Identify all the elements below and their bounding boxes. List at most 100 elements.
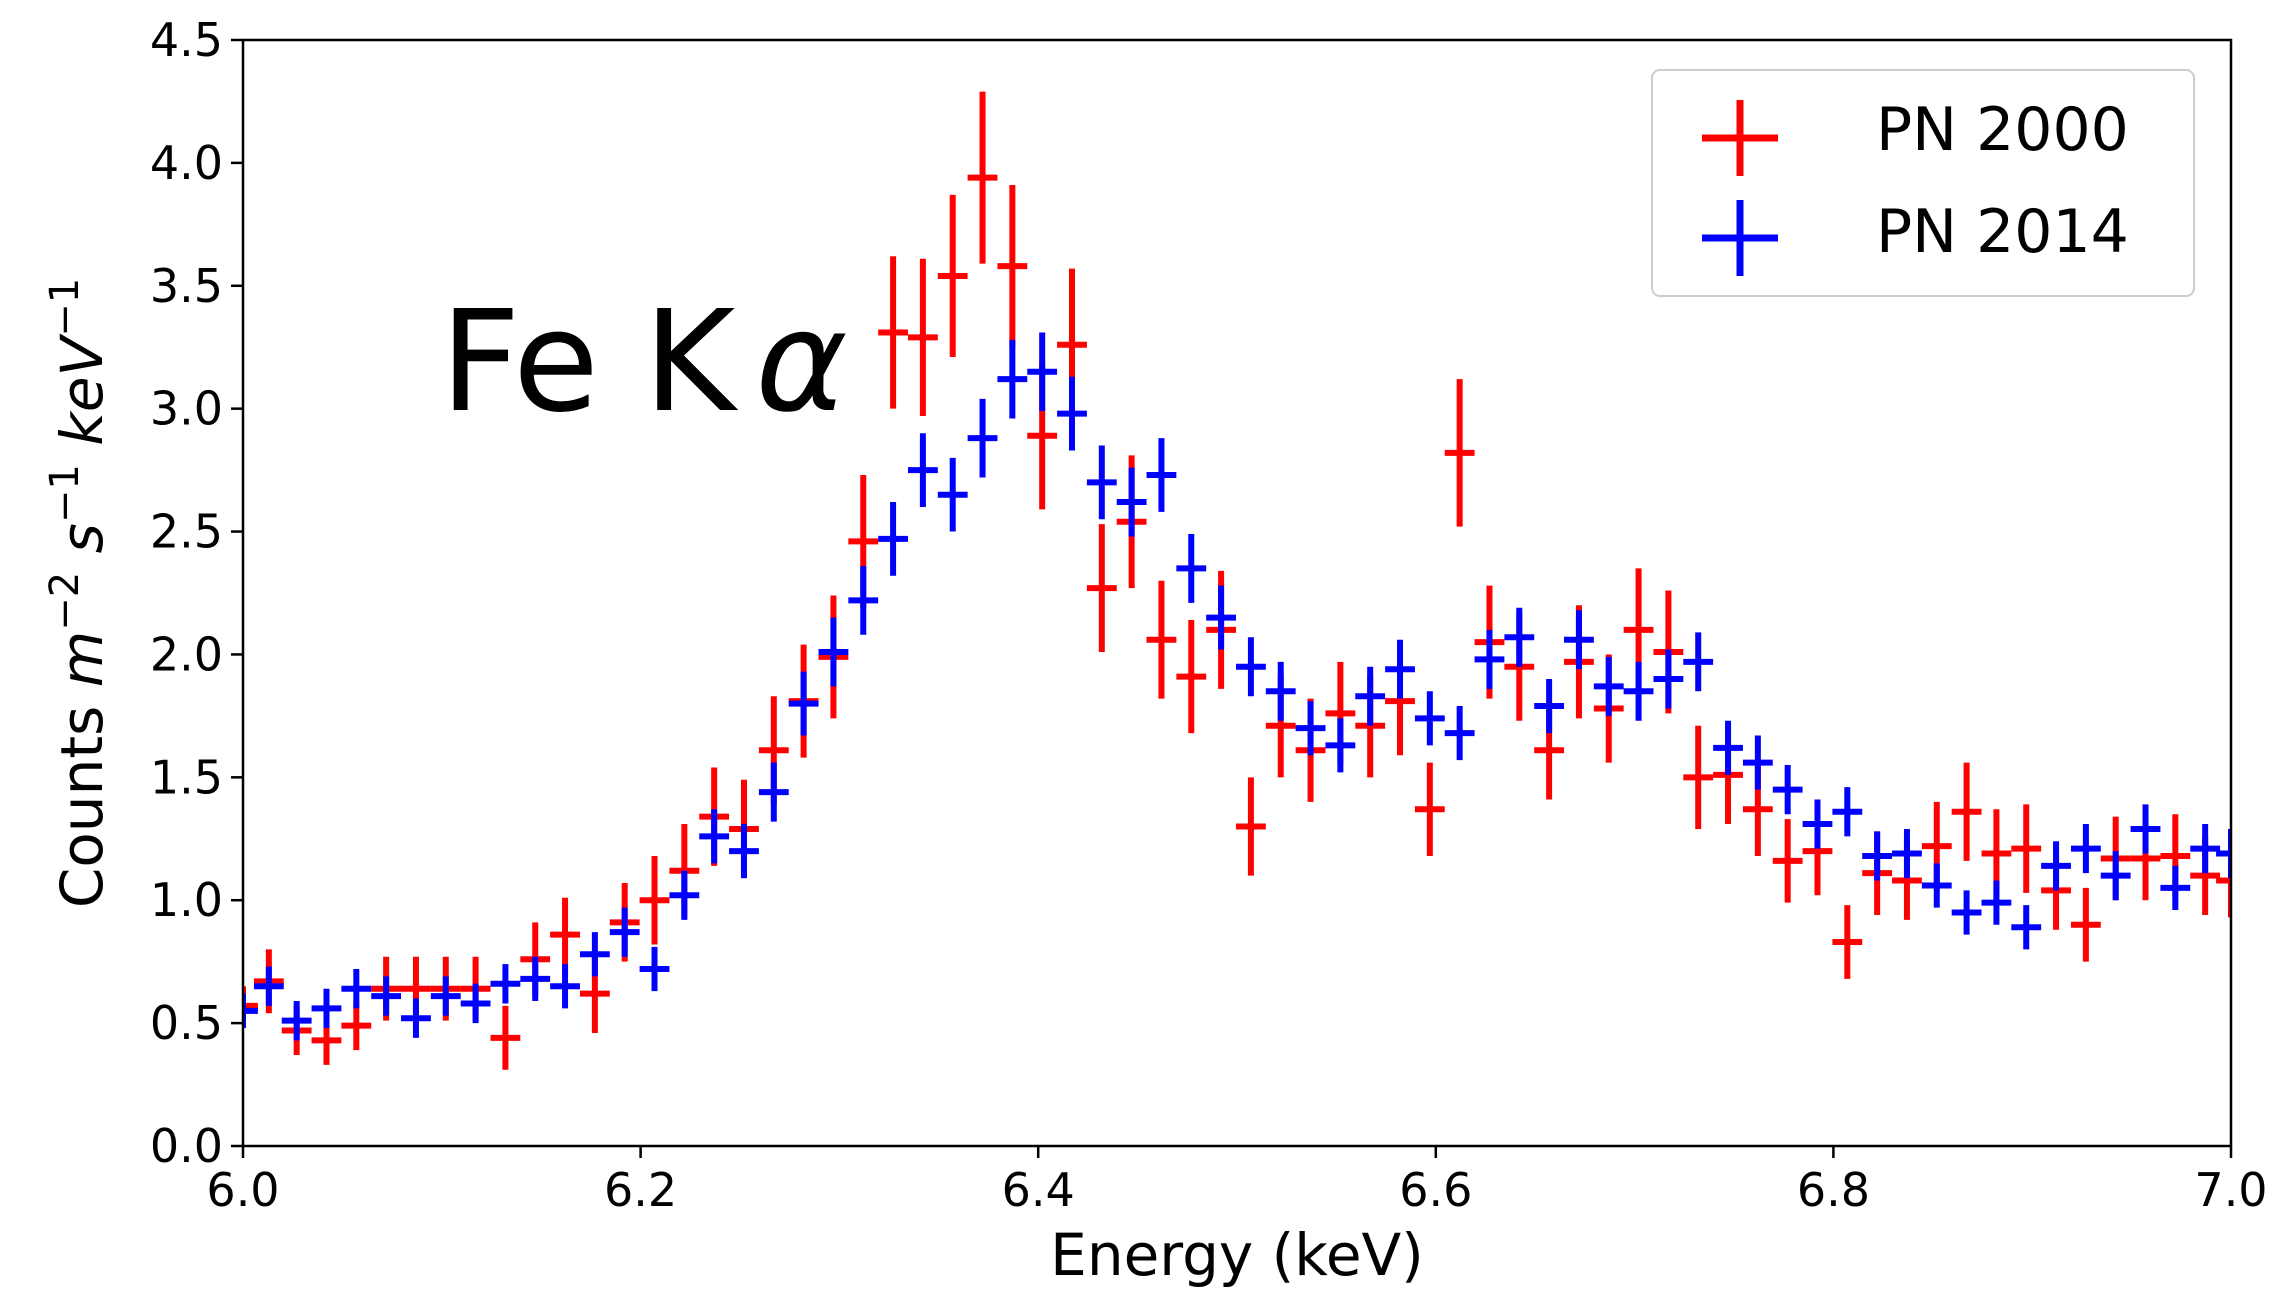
data-point bbox=[937, 194, 968, 358]
data-point bbox=[907, 433, 938, 507]
data-point bbox=[1206, 585, 1237, 650]
data-point bbox=[1623, 661, 1654, 721]
data-point bbox=[1444, 706, 1475, 761]
data-point bbox=[2011, 804, 2042, 893]
x-tick-label: 6.2 bbox=[604, 1163, 677, 1217]
data-point bbox=[401, 998, 431, 1038]
x-tick-label: 7.0 bbox=[2194, 1163, 2267, 1217]
data-point bbox=[848, 565, 879, 635]
x-axis: 6.0 6.2 6.4 6.6 6.8 7.0 bbox=[206, 1146, 2268, 1217]
data-point bbox=[1802, 799, 1833, 849]
y-tick-label: 3.0 bbox=[150, 382, 223, 436]
data-point bbox=[2070, 824, 2101, 874]
data-point bbox=[818, 617, 849, 687]
data-point bbox=[2216, 828, 2231, 879]
y-tick-label: 4.5 bbox=[150, 13, 223, 67]
data-point bbox=[1862, 831, 1893, 881]
data-point bbox=[281, 1000, 312, 1041]
data-point bbox=[1713, 720, 1743, 775]
data-point bbox=[1653, 649, 1684, 709]
data-point bbox=[490, 1005, 521, 1070]
data-point bbox=[1325, 718, 1356, 773]
data-point bbox=[1534, 679, 1565, 734]
data-point bbox=[2130, 804, 2161, 854]
data-point bbox=[1683, 725, 1714, 829]
x-tick-label: 6.0 bbox=[206, 1163, 279, 1217]
data-point bbox=[907, 258, 938, 417]
data-point bbox=[1832, 905, 1863, 979]
legend-label-pn-2014: PN 2014 bbox=[1876, 197, 2129, 267]
y-tick-label: 1.5 bbox=[150, 750, 223, 804]
legend-marker-pn-2014 bbox=[1702, 200, 1778, 276]
data-point bbox=[243, 993, 258, 1029]
data-point bbox=[699, 809, 730, 864]
data-point bbox=[1295, 701, 1326, 756]
y-axis-title-m: m bbox=[48, 631, 116, 688]
x-axis-title: Energy (keV) bbox=[1050, 1221, 1424, 1289]
data-point bbox=[1444, 379, 1475, 527]
data-point bbox=[1414, 762, 1445, 856]
data-point bbox=[1892, 828, 1922, 879]
data-point bbox=[997, 185, 1028, 348]
data-point bbox=[729, 824, 759, 879]
data-point bbox=[430, 976, 461, 1016]
data-point bbox=[1385, 639, 1415, 699]
data-point bbox=[937, 457, 968, 532]
y-axis-title-exp2: −1 bbox=[42, 464, 88, 523]
data-point bbox=[341, 1000, 372, 1051]
data-point bbox=[579, 932, 610, 977]
data-point bbox=[997, 339, 1028, 419]
data-point bbox=[1146, 438, 1177, 512]
legend-marker-pn-2000 bbox=[1702, 100, 1778, 176]
annotation-alpha: α bbox=[755, 281, 847, 444]
data-point bbox=[1921, 863, 1952, 908]
data-point bbox=[2070, 887, 2101, 962]
data-point bbox=[1772, 819, 1803, 903]
data-point bbox=[1593, 656, 1624, 716]
data-point bbox=[1504, 607, 1535, 667]
data-point bbox=[788, 671, 819, 736]
data-point bbox=[550, 964, 580, 1009]
data-point bbox=[1057, 376, 1087, 451]
data-point bbox=[1414, 691, 1445, 746]
data-point bbox=[1027, 332, 1058, 412]
data-point bbox=[2216, 843, 2231, 918]
y-axis-title-exp1: −2 bbox=[42, 572, 88, 631]
y-tick-label: 0.0 bbox=[150, 1119, 223, 1173]
data-point bbox=[878, 502, 908, 576]
y-axis-title: Counts m−2 s−1 keV−1 bbox=[42, 278, 116, 908]
data-point bbox=[490, 964, 521, 1004]
data-point bbox=[967, 398, 998, 478]
x-tick-label: 6.6 bbox=[1399, 1163, 1472, 1217]
legend-box bbox=[1651, 69, 2195, 297]
data-point bbox=[341, 969, 372, 1009]
data-point bbox=[1355, 666, 1386, 726]
y-tick-label: 4.0 bbox=[150, 136, 223, 190]
y-tick-label: 0.5 bbox=[150, 996, 223, 1050]
data-point bbox=[639, 855, 670, 945]
data-point bbox=[758, 762, 789, 822]
data-point bbox=[1176, 534, 1207, 603]
data-point bbox=[243, 986, 258, 1026]
plot-frame bbox=[241, 38, 2233, 1148]
series-layer bbox=[243, 91, 2231, 1070]
data-point bbox=[1236, 637, 1266, 697]
y-axis: 0.0 0.5 1.0 1.5 2.0 2.5 3.0 3.5 4.0 4.5 bbox=[150, 13, 243, 1173]
data-point bbox=[1236, 777, 1266, 876]
data-point bbox=[2190, 824, 2221, 874]
data-point bbox=[371, 976, 402, 1016]
data-point bbox=[1265, 661, 1296, 721]
data-point bbox=[609, 907, 640, 957]
data-point bbox=[1176, 620, 1207, 734]
data-point bbox=[2011, 905, 2042, 950]
data-point bbox=[1772, 765, 1803, 815]
annotation-fe-k: Fe K bbox=[440, 281, 739, 444]
data-point bbox=[1742, 735, 1773, 790]
data-point bbox=[2100, 851, 2131, 901]
y-axis-title-exp3: −1 bbox=[42, 278, 88, 337]
y-tick-label: 3.5 bbox=[150, 259, 223, 313]
data-point bbox=[1146, 580, 1177, 699]
y-axis-title-kev: keV bbox=[48, 332, 116, 445]
